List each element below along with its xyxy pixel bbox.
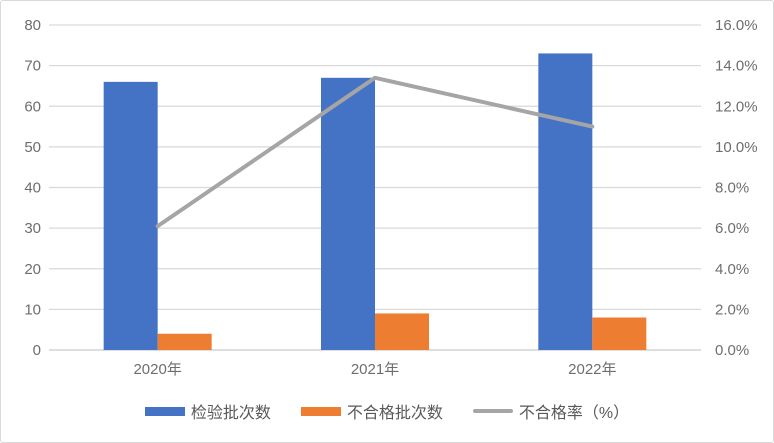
svg-text:20: 20 (24, 261, 41, 278)
svg-text:0: 0 (33, 342, 41, 359)
svg-text:16.0%: 16.0% (715, 17, 758, 34)
line-swatch-icon (472, 409, 513, 413)
plot-area: 0 0.0% 10 2.0% 20 4.0% 30 6.0% 40 8.0% 50 10.0% 60 12… (1, 1, 773, 396)
legend-item-inspected: 检验批次数 (144, 399, 271, 423)
svg-text:50: 50 (24, 139, 41, 156)
legend: 检验批次数 不合格批次数 不合格率（%） (1, 399, 773, 423)
svg-text:14.0%: 14.0% (715, 58, 758, 75)
svg-text:70: 70 (24, 58, 41, 75)
svg-text:10: 10 (24, 301, 41, 318)
svg-text:60: 60 (24, 98, 41, 115)
svg-text:8.0%: 8.0% (715, 180, 749, 197)
svg-text:2021年: 2021年 (351, 361, 399, 378)
chart-svg: 0 0.0% 10 2.0% 20 4.0% 30 6.0% 40 8.0% 50 10.0% 60 12… (24, 17, 758, 378)
legend-label-rate: 不合格率（%） (518, 405, 630, 422)
svg-text:40: 40 (24, 180, 41, 197)
legend-item-rate: 不合格率（%） (472, 399, 630, 423)
svg-text:2.0%: 2.0% (715, 301, 749, 318)
svg-text:2022年: 2022年 (568, 361, 616, 378)
legend-item-unqualified: 不合格批次数 (300, 399, 443, 423)
bar-swatch-icon (300, 406, 341, 416)
legend-label-inspected: 检验批次数 (190, 405, 271, 422)
svg-text:4.0%: 4.0% (715, 261, 749, 278)
svg-text:80: 80 (24, 17, 41, 34)
svg-text:12.0%: 12.0% (715, 98, 758, 115)
svg-text:2020年: 2020年 (133, 361, 181, 378)
bar-swatch-icon (144, 406, 185, 416)
svg-text:6.0%: 6.0% (715, 220, 749, 237)
svg-text:0.0%: 0.0% (715, 342, 749, 359)
legend-label-unqualified: 不合格批次数 (346, 405, 443, 422)
svg-text:10.0%: 10.0% (715, 139, 758, 156)
svg-text:30: 30 (24, 220, 41, 237)
